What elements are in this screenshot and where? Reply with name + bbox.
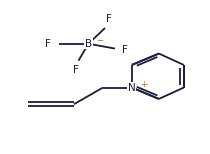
Text: F: F (106, 14, 112, 24)
Text: −: − (96, 36, 103, 46)
Text: B: B (85, 39, 92, 49)
Text: F: F (122, 45, 127, 55)
Text: +: + (141, 80, 147, 89)
Text: F: F (45, 39, 51, 49)
Text: F: F (73, 65, 79, 75)
Text: N: N (128, 83, 136, 93)
